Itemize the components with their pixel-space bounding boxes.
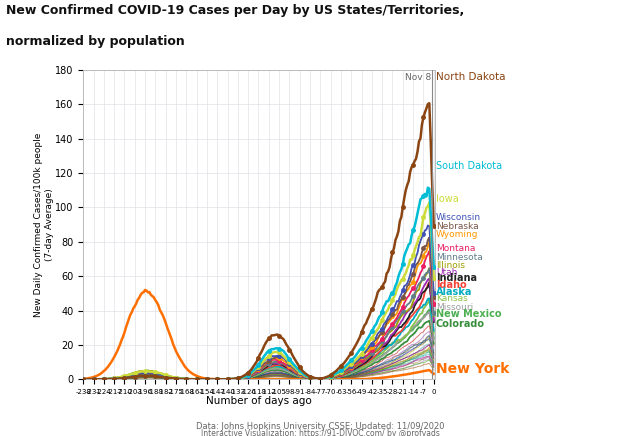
Text: Indiana: Indiana xyxy=(436,273,477,283)
Text: Nebraska: Nebraska xyxy=(436,222,479,231)
Text: Nov 8: Nov 8 xyxy=(404,73,431,82)
Text: normalized by population: normalized by population xyxy=(6,35,185,48)
Text: Wisconsin: Wisconsin xyxy=(436,213,481,222)
Text: Idaho: Idaho xyxy=(436,280,467,290)
Text: Illinois: Illinois xyxy=(436,261,465,270)
Text: Interactive Visualization: https://91-DIVOC.com/ by @profvads: Interactive Visualization: https://91-DI… xyxy=(200,429,440,436)
Text: New York: New York xyxy=(436,362,509,376)
Text: Wyoming: Wyoming xyxy=(436,230,479,239)
Text: Colorado: Colorado xyxy=(436,319,485,329)
Text: New Mexico: New Mexico xyxy=(436,309,501,319)
Text: Montana: Montana xyxy=(436,244,476,253)
Text: Alaska: Alaska xyxy=(436,286,472,296)
Text: New Confirmed COVID-19 Cases per Day by US States/Territories,: New Confirmed COVID-19 Cases per Day by … xyxy=(6,4,465,17)
Text: Minnesota: Minnesota xyxy=(436,253,483,262)
Text: Iowa: Iowa xyxy=(436,194,459,204)
Y-axis label: New Daily Confirmed Cases/100k people
(7-day Average): New Daily Confirmed Cases/100k people (7… xyxy=(34,133,54,317)
Text: Missouri: Missouri xyxy=(436,303,473,312)
Text: South Dakota: South Dakota xyxy=(436,161,502,171)
Text: Utah: Utah xyxy=(436,268,458,277)
Text: Kansas: Kansas xyxy=(436,294,468,303)
Text: North Dakota: North Dakota xyxy=(436,72,506,82)
X-axis label: Number of days ago: Number of days ago xyxy=(206,396,312,406)
Text: Data: Johns Hopkins University CSSE; Updated: 11/09/2020: Data: Johns Hopkins University CSSE; Upd… xyxy=(196,422,444,432)
